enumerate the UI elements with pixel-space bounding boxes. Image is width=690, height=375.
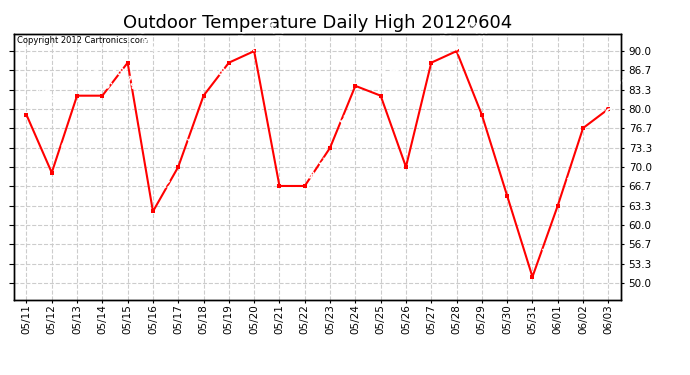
Text: 13:25: 13:25 bbox=[83, 62, 113, 93]
Text: 13:14: 13:14 bbox=[108, 62, 139, 93]
Text: 14:38: 14:38 bbox=[159, 178, 189, 209]
Text: 14:48: 14:48 bbox=[361, 53, 392, 83]
Text: 14:58: 14:58 bbox=[563, 172, 594, 203]
Text: 14:42: 14:42 bbox=[614, 75, 644, 106]
Text: 00:16: 00:16 bbox=[57, 140, 88, 170]
Text: 13:42: 13:42 bbox=[209, 62, 239, 93]
Text: 12:49: 12:49 bbox=[411, 134, 442, 164]
Text: 10:34: 10:34 bbox=[184, 134, 215, 164]
Text: 14:14: 14:14 bbox=[133, 29, 164, 60]
Text: 11:07: 11:07 bbox=[310, 153, 341, 183]
Text: 13:32: 13:32 bbox=[513, 162, 543, 193]
Text: 15:20: 15:20 bbox=[259, 18, 290, 48]
Text: Copyright 2012 Cartronics.com: Copyright 2012 Cartronics.com bbox=[17, 36, 148, 45]
Text: 17:33: 17:33 bbox=[32, 81, 63, 112]
Text: 11:13: 11:13 bbox=[285, 153, 315, 183]
Text: 13:55: 13:55 bbox=[437, 29, 467, 60]
Title: Outdoor Temperature Daily High 20120604: Outdoor Temperature Daily High 20120604 bbox=[123, 14, 512, 32]
Text: 15:49: 15:49 bbox=[538, 244, 569, 274]
Text: 15:35: 15:35 bbox=[335, 114, 366, 145]
Text: 12:22: 12:22 bbox=[487, 81, 518, 112]
Text: 14:21: 14:21 bbox=[235, 29, 265, 60]
Text: 13:07: 13:07 bbox=[589, 95, 619, 125]
Text: 11:52: 11:52 bbox=[462, 18, 493, 48]
Text: 00:00: 00:00 bbox=[386, 62, 417, 93]
